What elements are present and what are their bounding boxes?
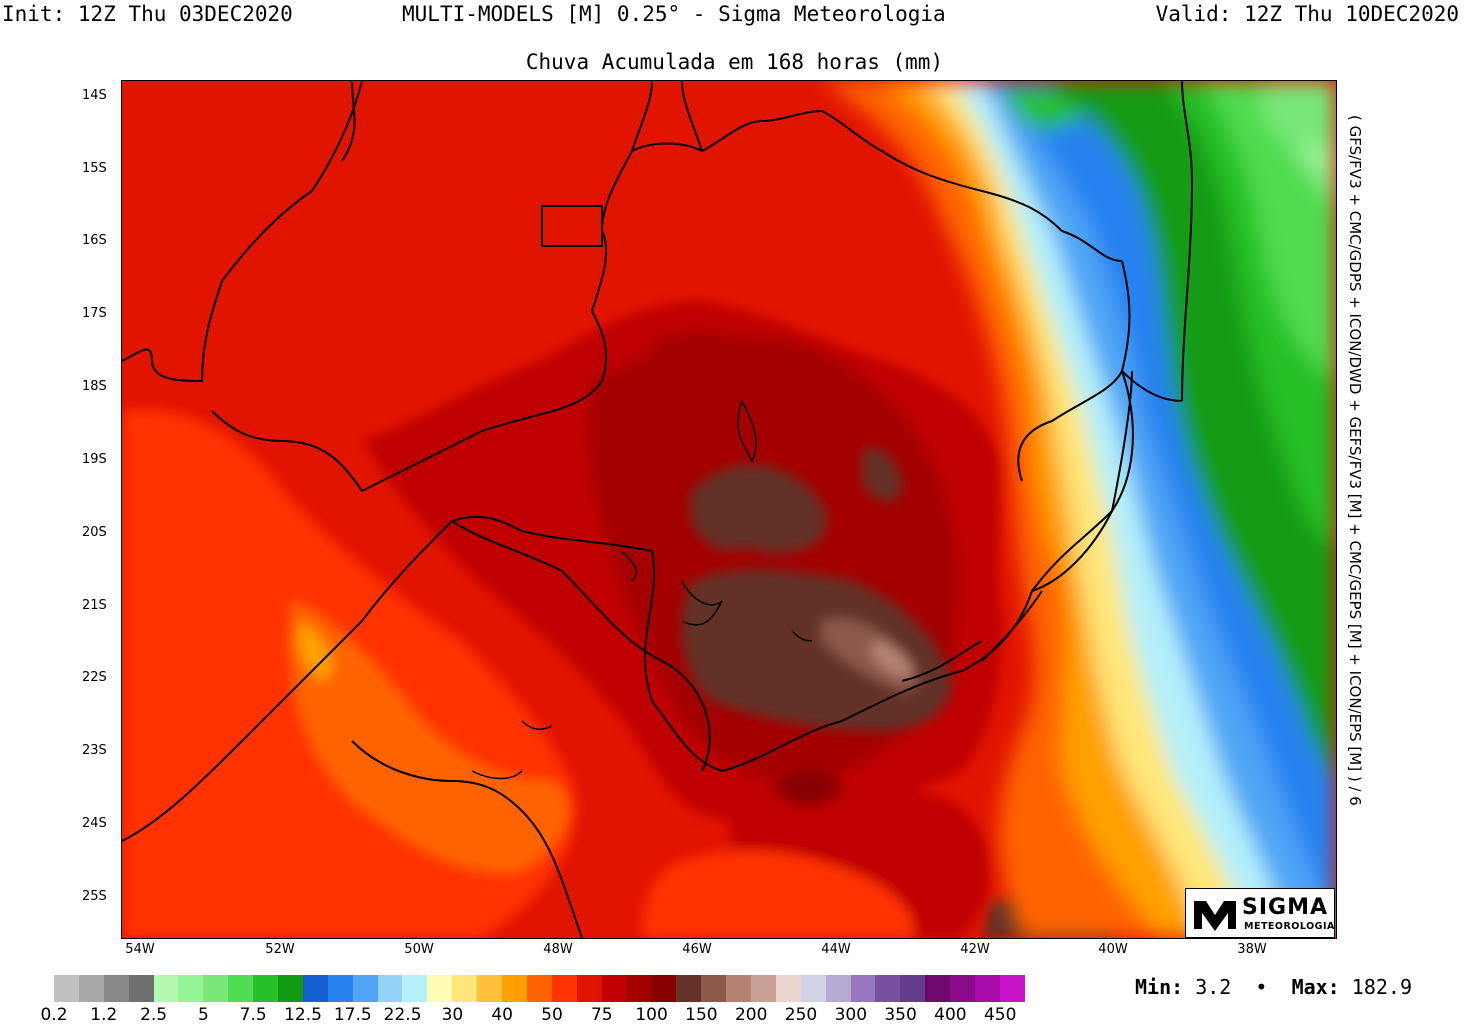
colorbar-swatch	[526, 975, 552, 1002]
colorbar-swatch	[54, 975, 79, 1002]
colorbar-tick-label: 5	[197, 1005, 209, 1025]
colorbar-tick-label: 17.5	[333, 1005, 372, 1025]
ensemble-description: ( GFS/FV3 + CMC/GDPS + ICON/DWD + GEFS/F…	[1346, 115, 1364, 806]
logo-subname: METEOROLOGIA	[1244, 921, 1335, 932]
map-subtitle: Chuva Acumulada em 168 horas (mm)	[525, 50, 944, 74]
init-time-label: Init: 12Z Thu 03DEC2020	[2, 2, 293, 26]
colorbar-swatch	[825, 975, 851, 1002]
sigma-m-icon	[1194, 901, 1236, 931]
colorbar-swatch	[352, 975, 378, 1002]
colorbar-swatch	[128, 975, 154, 1002]
max-label: Max:	[1291, 975, 1340, 999]
lon-label-52w: 52W	[265, 942, 295, 957]
colorbar-swatch	[950, 975, 975, 1002]
colorbar-tick-label: 200	[734, 1005, 768, 1025]
lat-label-19s: 19S	[82, 452, 107, 467]
colorbar-tick-label: 22.5	[383, 1005, 422, 1025]
min-value: 3.2	[1195, 975, 1232, 999]
colorbar-tick-label: 400	[934, 1005, 967, 1025]
colorbar-tick-label: 250	[784, 1005, 818, 1025]
colorbar-swatch	[850, 975, 876, 1002]
lon-label-46w: 46W	[682, 942, 712, 957]
colorbar-swatch	[974, 975, 1000, 1002]
logo-name: SIGMA	[1242, 895, 1329, 920]
colorbar-tick-label: 0.2	[40, 1005, 68, 1025]
colorbar-swatch	[178, 975, 204, 1002]
lon-label-42w: 42W	[960, 942, 990, 957]
lon-label-48w: 48W	[543, 942, 573, 957]
colorbar-swatch	[78, 975, 104, 1002]
colorbar-swatch	[999, 975, 1025, 1002]
lon-label-38w: 38W	[1237, 942, 1267, 957]
colorbar	[54, 975, 1025, 1002]
lat-label-24s: 24S	[82, 816, 107, 831]
colorbar-swatch	[253, 975, 279, 1002]
colorbar-swatch	[203, 975, 229, 1002]
rainfall-map	[121, 80, 1337, 939]
colorbar-swatch	[103, 975, 129, 1002]
lon-label-44w: 44W	[821, 942, 851, 957]
lat-label-14s: 14S	[82, 88, 107, 103]
colorbar-tick-label: 1.2	[90, 1005, 118, 1025]
colorbar-swatch	[875, 975, 901, 1002]
lat-label-22s: 22S	[82, 670, 107, 685]
colorbar-tick-label: 350	[884, 1005, 917, 1025]
colorbar-tick-label: 7.5	[239, 1005, 267, 1025]
max-value: 182.9	[1351, 975, 1412, 999]
lon-label-50w: 50W	[404, 942, 434, 957]
colorbar-swatch	[726, 975, 751, 1002]
valid-time-label: Valid: 12Z Thu 10DEC2020	[1155, 2, 1459, 26]
colorbar-swatch	[800, 975, 826, 1002]
colorbar-swatch	[153, 975, 179, 1002]
colorbar-swatch	[626, 975, 652, 1002]
colorbar-swatch	[551, 975, 577, 1002]
colorbar-swatch	[228, 975, 254, 1002]
colorbar-swatch	[900, 975, 926, 1002]
colorbar-swatch	[278, 975, 303, 1002]
colorbar-swatch	[452, 975, 478, 1002]
lat-label-16s: 16S	[82, 233, 107, 248]
colorbar-tick-label: 150	[685, 1005, 718, 1025]
min-max-stats: Min: 3.2 • Max: 182.9	[1135, 975, 1412, 999]
colorbar-swatch	[775, 975, 801, 1002]
colorbar-tick-label: 450	[983, 1005, 1017, 1025]
lat-label-23s: 23S	[82, 743, 107, 758]
lat-label-17s: 17S	[82, 306, 107, 321]
model-title: MULTI-MODELS [M] 0.25° - Sigma Meteorolo…	[402, 2, 946, 26]
colorbar-tick-label: 300	[834, 1005, 868, 1025]
colorbar-swatch	[750, 975, 776, 1002]
rainfall-field	[122, 81, 1336, 938]
colorbar-swatch	[302, 975, 328, 1002]
colorbar-tick-label: 40	[491, 1005, 514, 1025]
lat-label-18s: 18S	[82, 379, 107, 394]
colorbar-swatch	[576, 975, 602, 1002]
sigma-logo: SIGMA METEOROLOGIA	[1185, 888, 1335, 938]
colorbar-swatch	[427, 975, 453, 1002]
colorbar-swatch	[402, 975, 428, 1002]
lon-label-54w: 54W	[125, 942, 155, 957]
colorbar-swatch	[701, 975, 727, 1002]
lat-label-25s: 25S	[82, 889, 107, 904]
colorbar-swatch	[676, 975, 702, 1002]
colorbar-swatch	[601, 975, 627, 1002]
colorbar-tick-label: 30	[441, 1005, 464, 1025]
colorbar-swatch	[477, 975, 503, 1002]
colorbar-tick-label: 2.5	[140, 1005, 168, 1025]
colorbar-swatch	[327, 975, 353, 1002]
colorbar-swatch	[377, 975, 403, 1002]
colorbar-tick-label: 12.5	[284, 1005, 322, 1025]
colorbar-tick-label: 75	[590, 1005, 613, 1025]
colorbar-swatch	[502, 975, 527, 1002]
colorbar-swatch	[925, 975, 951, 1002]
lat-label-21s: 21S	[82, 598, 107, 613]
colorbar-tick-label: 100	[635, 1005, 668, 1025]
lon-label-40w: 40W	[1098, 942, 1128, 957]
colorbar-tick-label: 50	[541, 1005, 563, 1025]
lat-label-15s: 15S	[82, 161, 107, 176]
colorbar-swatch	[651, 975, 677, 1002]
min-label: Min:	[1135, 975, 1184, 999]
lat-label-20s: 20S	[82, 525, 107, 540]
